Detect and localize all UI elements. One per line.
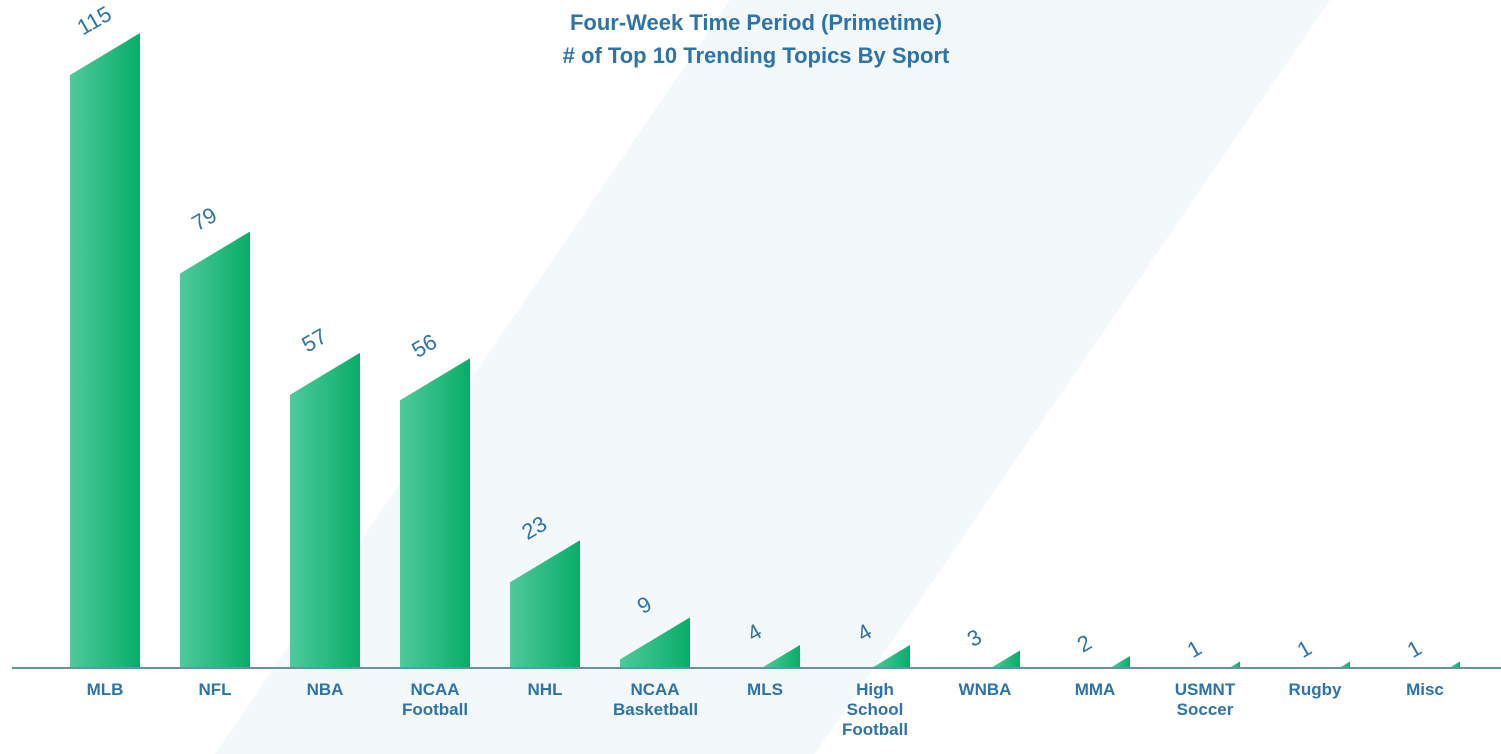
bar xyxy=(620,617,690,667)
value-label: 56 xyxy=(407,329,441,363)
background-band xyxy=(215,0,1330,754)
value-label: 1 xyxy=(1403,635,1426,663)
bar xyxy=(763,644,800,667)
x-tick-label: WNBA xyxy=(958,680,1012,699)
x-tick-label: USMNT Soccer xyxy=(1174,680,1236,719)
bar xyxy=(180,231,250,668)
value-label: 79 xyxy=(187,202,221,236)
value-label: 2 xyxy=(1073,630,1096,658)
bar xyxy=(400,358,470,667)
bar xyxy=(1340,661,1350,667)
x-tick-label: MMA xyxy=(1074,680,1116,699)
value-label: 3 xyxy=(963,624,986,652)
x-tick-label: NHL xyxy=(527,680,563,699)
x-tick-label: NCAA Football xyxy=(401,680,469,719)
bar xyxy=(290,352,360,667)
x-tick-label: NFL xyxy=(198,680,232,699)
value-label: 57 xyxy=(297,323,331,357)
x-tick-label: MLB xyxy=(86,680,124,699)
x-tick-label: High School Football xyxy=(841,680,909,739)
bar xyxy=(992,650,1020,667)
value-label: 115 xyxy=(73,1,116,40)
bar xyxy=(510,540,580,667)
bar xyxy=(1450,661,1460,667)
chart-title: Four-Week Time Period (Primetime) xyxy=(570,10,942,35)
x-tick-label: NBA xyxy=(306,680,344,699)
x-tick-label: NCAA Basketball xyxy=(613,680,699,719)
bar xyxy=(1230,661,1240,667)
bar xyxy=(70,33,140,667)
x-tick-label: Rugby xyxy=(1288,680,1342,699)
value-label: 1 xyxy=(1293,635,1316,663)
bar xyxy=(873,644,910,667)
value-label: 1 xyxy=(1183,635,1206,663)
x-tick-label: Misc xyxy=(1406,680,1444,699)
bar xyxy=(1111,655,1130,667)
x-tick-label: MLS xyxy=(747,680,783,699)
chart-subtitle: # of Top 10 Trending Topics By Sport xyxy=(563,43,950,68)
